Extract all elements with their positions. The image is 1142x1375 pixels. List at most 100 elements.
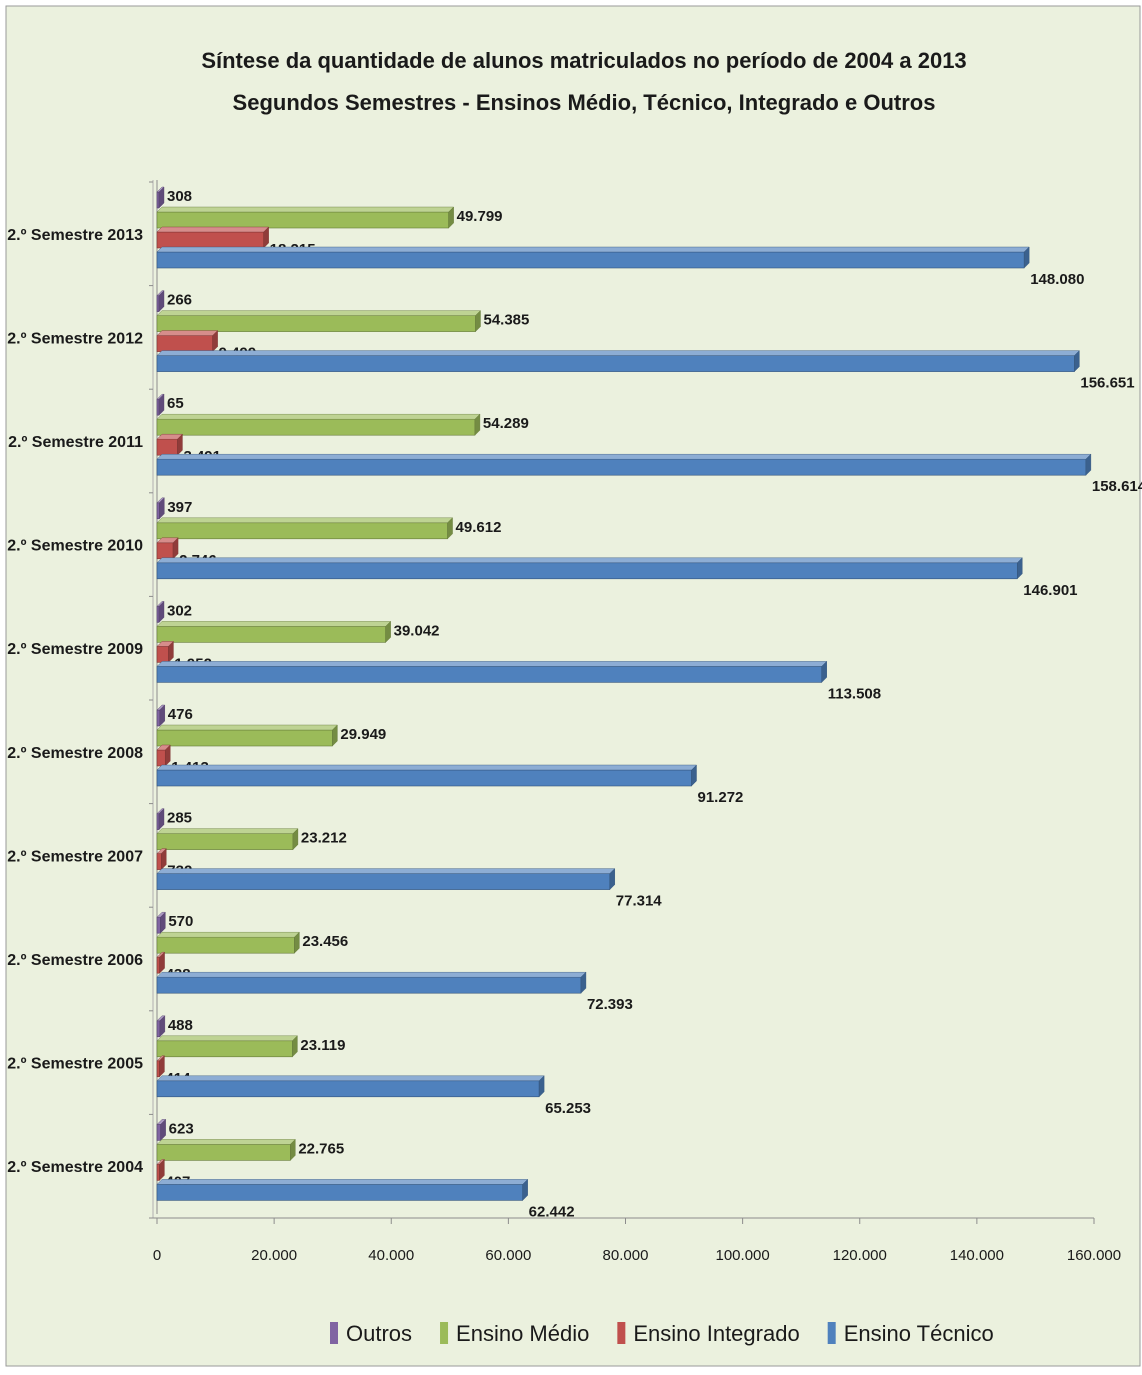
bar [156,916,161,934]
data-label: 23.212 [301,830,347,847]
data-label: 285 [167,810,192,827]
x-tick-label: 120.000 [833,1247,887,1264]
bar [156,956,160,974]
bar-top-face [156,621,392,627]
bar-end-face [159,704,165,727]
bar-end-face [263,226,269,249]
bar [156,936,295,954]
bar-end-face [290,1138,296,1161]
bar [156,853,162,870]
data-label: 156.651 [1080,375,1134,392]
data-label: 146.901 [1023,582,1077,599]
bar-top-face [156,1179,529,1185]
bar-end-face [538,1075,545,1098]
category-label: 2.º Semestre 2005 [7,1056,143,1073]
bar [156,1020,161,1038]
chart-subtitle: Segundos Semestres - Ensinos Médio, Técn… [233,90,936,115]
bar-top-face [156,828,299,834]
bar-top-face [156,764,697,771]
bar-end-face [1023,246,1030,269]
bar-top-face [156,226,270,233]
bar-end-face [522,1178,528,1201]
bar-end-face [160,1118,166,1141]
data-label: 72.393 [587,996,633,1013]
data-label: 158.614 [1092,478,1142,495]
bar-top-face [156,414,481,420]
bar [156,211,449,229]
bar-top-face [156,350,1080,356]
bar [156,626,386,643]
data-label: 65 [167,395,184,412]
bar-end-face [159,497,165,520]
bar [156,438,178,456]
bar-top-face [156,517,454,523]
data-label: 91.272 [698,789,744,806]
bar-end-face [294,931,300,954]
bar-top-face [156,1139,296,1145]
bar [156,315,476,332]
bar [156,502,160,520]
legend-swatch [330,1322,338,1344]
bar-end-face [821,660,827,683]
category-label: 2.º Semestre 2008 [7,745,143,762]
bar-top-face [156,972,587,978]
x-tick-label: 80.000 [603,1247,649,1264]
x-tick-label: 60.000 [485,1247,531,1264]
bar [156,1080,540,1098]
data-label: 65.253 [545,1100,591,1117]
bar-end-face [1085,453,1092,476]
x-tick-label: 20.000 [251,1247,297,1264]
bar-end-face [212,330,218,353]
bar [156,355,1075,372]
category-label: 2.º Semestre 2009 [7,641,143,658]
data-label: 308 [167,188,192,205]
bar [156,295,160,312]
bar-top-face [156,724,338,731]
bar-end-face [292,1035,298,1058]
bar [156,646,169,663]
x-tick-label: 160.000 [1067,1247,1121,1264]
data-label: 22.765 [298,1140,344,1157]
bar-end-face [172,537,179,560]
bar [156,458,1087,476]
bar-end-face [475,310,481,333]
bar [156,1144,291,1161]
bar-end-face [580,971,587,994]
bar [156,562,1018,580]
data-label: 488 [168,1017,193,1034]
bar [156,833,294,850]
bar [156,231,264,249]
bar-end-face [160,911,166,934]
bar-end-face [1074,350,1080,373]
bar [156,1060,160,1078]
data-label: 49.612 [456,519,502,536]
legend: Outros Ensino Médio Ensino Integrado Ensino… [330,1321,994,1346]
bar [156,666,823,683]
bar [156,606,160,623]
bar-top-face [156,330,219,336]
bar [156,749,166,767]
legend-swatch [440,1322,449,1344]
bar-top-face [156,1035,298,1041]
category-label: 2.º Semestre 2006 [7,952,143,969]
bar [156,976,582,994]
legend-label: Ensino Médio [456,1321,589,1346]
bar [156,873,611,890]
data-label: 623 [169,1120,194,1137]
category-label: 2.º Semestre 2010 [7,538,143,555]
bar-end-face [158,600,165,623]
data-label: 397 [167,499,192,516]
bar-end-face [159,951,165,974]
bar [156,709,161,727]
bar [156,1184,523,1201]
bar-end-face [158,808,165,831]
bar [156,418,476,436]
x-tick-label: 40.000 [368,1247,414,1264]
category-label: 2.º Semestre 2007 [7,848,143,865]
data-label: 54.289 [483,415,529,432]
chart-title: Síntese da quantidade de alunos matricul… [201,48,966,73]
data-label: 23.456 [302,933,348,950]
bar [156,335,213,352]
bar-end-face [165,744,171,767]
